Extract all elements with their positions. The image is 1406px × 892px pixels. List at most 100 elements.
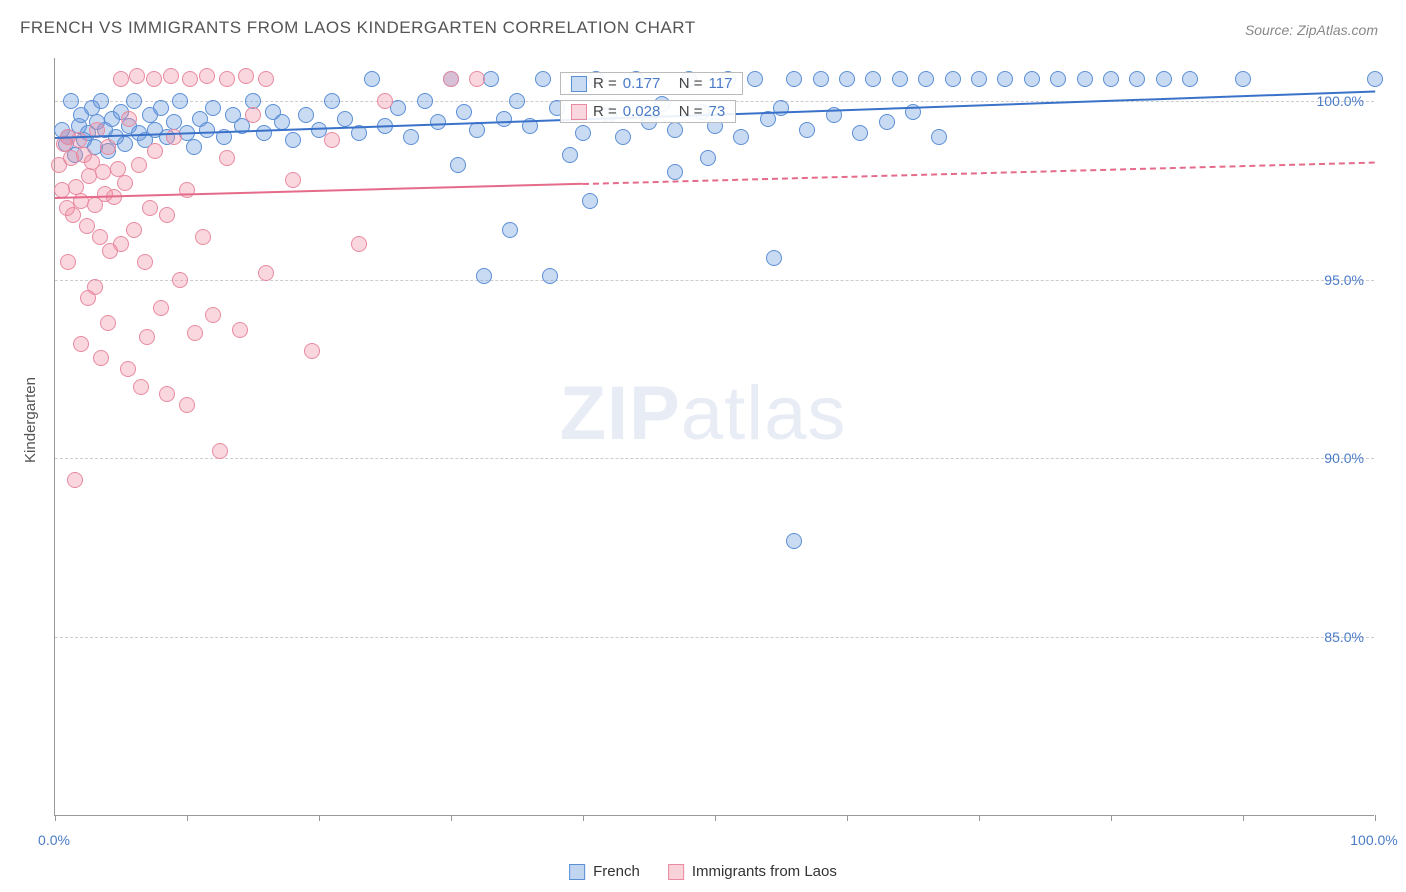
scatter-point: [667, 164, 683, 180]
x-tick: [1111, 815, 1112, 821]
scatter-point: [92, 229, 108, 245]
n-label: N =: [679, 75, 703, 92]
scatter-point: [813, 71, 829, 87]
scatter-point: [153, 300, 169, 316]
chart-plot-area: 85.0%90.0%95.0%100.0%R =0.177N =117R =0.…: [54, 58, 1374, 816]
legend-swatch: [571, 76, 587, 92]
scatter-point: [1024, 71, 1040, 87]
scatter-point: [285, 172, 301, 188]
scatter-point: [199, 68, 215, 84]
scatter-point: [799, 122, 815, 138]
scatter-point: [1103, 71, 1119, 87]
scatter-point: [153, 100, 169, 116]
scatter-point: [126, 93, 142, 109]
x-tick: [319, 815, 320, 821]
scatter-point: [786, 71, 802, 87]
scatter-point: [63, 93, 79, 109]
scatter-point: [337, 111, 353, 127]
scatter-point: [575, 125, 591, 141]
scatter-point: [1156, 71, 1172, 87]
x-tick: [583, 815, 584, 821]
x-tick: [979, 815, 980, 821]
scatter-point: [212, 443, 228, 459]
scatter-point: [219, 150, 235, 166]
scatter-point: [146, 71, 162, 87]
scatter-point: [542, 268, 558, 284]
scatter-point: [469, 71, 485, 87]
scatter-point: [417, 93, 433, 109]
scatter-point: [1182, 71, 1198, 87]
y-tick-label: 100.0%: [1317, 93, 1364, 109]
gridline: [55, 280, 1374, 281]
scatter-point: [786, 533, 802, 549]
scatter-point: [93, 350, 109, 366]
bottom-legend: French Immigrants from Laos: [569, 863, 837, 880]
scatter-point: [997, 71, 1013, 87]
chart-title: FRENCH VS IMMIGRANTS FROM LAOS KINDERGAR…: [20, 18, 696, 38]
scatter-point: [443, 71, 459, 87]
scatter-point: [324, 132, 340, 148]
scatter-point: [113, 71, 129, 87]
x-tick: [55, 815, 56, 821]
scatter-point: [137, 254, 153, 270]
scatter-point: [95, 164, 111, 180]
scatter-point: [879, 114, 895, 130]
legend-item: Immigrants from Laos: [668, 863, 837, 880]
scatter-point: [945, 71, 961, 87]
scatter-point: [100, 315, 116, 331]
legend-label: Immigrants from Laos: [692, 863, 837, 880]
scatter-point: [121, 111, 137, 127]
scatter-point: [258, 71, 274, 87]
scatter-point: [117, 175, 133, 191]
scatter-point: [256, 125, 272, 141]
scatter-point: [219, 71, 235, 87]
x-tick: [1243, 815, 1244, 821]
scatter-point: [535, 71, 551, 87]
scatter-point: [195, 229, 211, 245]
scatter-point: [172, 272, 188, 288]
y-tick-label: 90.0%: [1324, 450, 1364, 466]
x-tick-label: 100.0%: [1350, 832, 1397, 848]
scatter-point: [73, 336, 89, 352]
x-tick: [1375, 815, 1376, 821]
scatter-point: [562, 147, 578, 163]
scatter-point: [159, 386, 175, 402]
scatter-point: [773, 100, 789, 116]
legend-label: French: [593, 863, 640, 880]
scatter-point: [304, 343, 320, 359]
trend-line: [55, 183, 583, 199]
scatter-point: [766, 250, 782, 266]
scatter-point: [187, 325, 203, 341]
scatter-point: [205, 307, 221, 323]
scatter-point: [450, 157, 466, 173]
scatter-point: [496, 111, 512, 127]
scatter-point: [186, 139, 202, 155]
x-tick: [187, 815, 188, 821]
r-label: R =: [593, 103, 617, 120]
scatter-point: [80, 290, 96, 306]
scatter-point: [142, 200, 158, 216]
stats-legend-row: R =0.177N =117: [560, 72, 743, 95]
scatter-point: [1367, 71, 1383, 87]
scatter-point: [126, 222, 142, 238]
scatter-point: [615, 129, 631, 145]
scatter-point: [377, 93, 393, 109]
stats-legend-row: R =0.028N =73: [560, 100, 736, 123]
scatter-point: [364, 71, 380, 87]
scatter-point: [199, 122, 215, 138]
trend-line: [583, 162, 1375, 185]
scatter-point: [1077, 71, 1093, 87]
scatter-point: [159, 207, 175, 223]
scatter-point: [1129, 71, 1145, 87]
scatter-point: [839, 71, 855, 87]
scatter-point: [166, 129, 182, 145]
scatter-point: [892, 71, 908, 87]
scatter-point: [971, 71, 987, 87]
scatter-point: [865, 71, 881, 87]
scatter-point: [238, 68, 254, 84]
scatter-point: [232, 322, 248, 338]
scatter-point: [147, 143, 163, 159]
legend-item: French: [569, 863, 640, 880]
scatter-point: [133, 379, 149, 395]
scatter-point: [120, 361, 136, 377]
